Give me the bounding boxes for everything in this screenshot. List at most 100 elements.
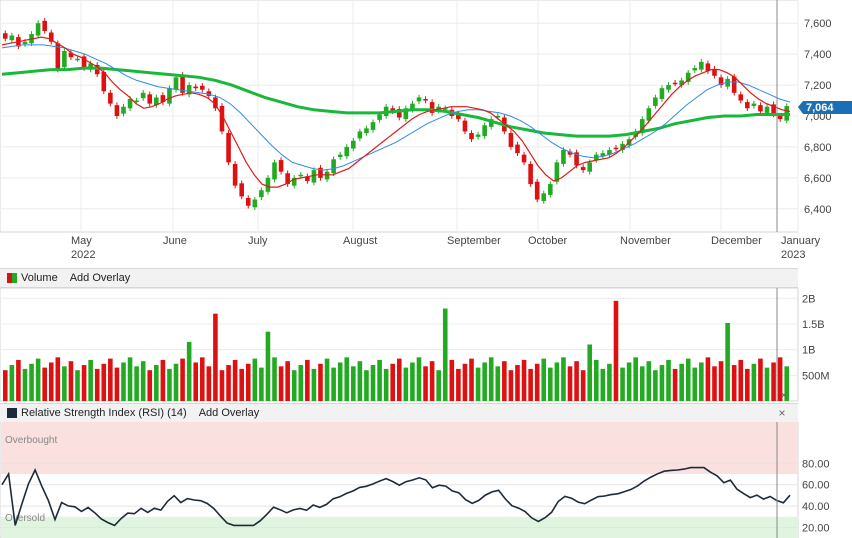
- candle-body: [521, 154, 527, 163]
- candle-body: [351, 140, 356, 149]
- price-y-tick: 6,600: [804, 173, 832, 185]
- volume-bar: [554, 362, 560, 401]
- volume-y-tick: 500M: [802, 370, 830, 382]
- volume-bar: [436, 370, 441, 401]
- candle-body: [55, 43, 61, 70]
- rsi-y-tick: 40.00: [802, 501, 830, 513]
- candle-body: [186, 85, 192, 95]
- candle-body: [364, 128, 369, 134]
- volume-bar: [692, 367, 698, 401]
- volume-bar: [508, 370, 514, 401]
- candle-body: [699, 61, 704, 70]
- candle-body: [534, 181, 540, 200]
- volume-bar: [390, 363, 396, 401]
- volume-bar: [285, 361, 290, 401]
- rsi-panel[interactable]: Overbought Oversold 20.00 40.00 60.00 80.00: [0, 422, 852, 538]
- candle-body: [725, 78, 730, 87]
- volume-bar: [725, 322, 730, 401]
- volume-bar: [298, 365, 304, 401]
- volume-bar: [370, 365, 376, 401]
- candle-body: [731, 76, 737, 93]
- volume-bar: [305, 359, 310, 401]
- volume-bar: [672, 368, 678, 401]
- volume-legend-icon: [7, 273, 17, 283]
- volume-y-tick: 1B: [802, 345, 815, 357]
- price-x-tick: October: [528, 235, 567, 247]
- rsi-add-overlay-button[interactable]: Add Overlay: [198, 407, 260, 419]
- volume-bar: [324, 358, 330, 401]
- candle-body: [758, 105, 763, 112]
- candle-body: [88, 63, 93, 70]
- volume-panel-header: Volume Add Overlay: [0, 268, 798, 288]
- candle-body: [9, 35, 15, 41]
- volume-bar: [423, 366, 428, 401]
- candle-body: [199, 85, 205, 90]
- price-x-tick: December: [711, 235, 762, 247]
- price-x-tick: May: [71, 235, 92, 247]
- volume-bar: [364, 370, 369, 401]
- volume-bar: [600, 368, 606, 401]
- candle-body: [232, 163, 238, 186]
- volume-bar: [252, 358, 258, 401]
- candle-body: [548, 184, 553, 195]
- candle-body: [587, 162, 593, 172]
- volume-add-overlay-button[interactable]: Add Overlay: [69, 272, 131, 284]
- candle-body: [692, 68, 698, 71]
- volume-bar: [613, 300, 619, 401]
- candle-body: [646, 108, 652, 121]
- candle-body: [167, 88, 172, 104]
- candle-body: [114, 105, 120, 116]
- svg-text:7,064: 7,064: [806, 102, 834, 114]
- volume-bar: [626, 362, 632, 401]
- volume-bar: [574, 361, 579, 401]
- price-y-tick: 7,600: [804, 18, 832, 30]
- volume-bar: [318, 363, 323, 401]
- volume-bar: [377, 359, 382, 401]
- volume-bar: [758, 358, 763, 401]
- volume-bar: [22, 368, 28, 401]
- volume-bar: [9, 365, 15, 401]
- volume-bar: [351, 366, 356, 401]
- candle-body: [154, 97, 159, 106]
- volume-bar: [278, 366, 284, 401]
- candle-body: [35, 23, 41, 36]
- rsi-y-tick: 60.00: [802, 480, 830, 492]
- candle-body: [429, 102, 435, 113]
- volume-bar: [245, 363, 251, 401]
- volume-bar: [114, 367, 120, 401]
- candle-body: [311, 170, 317, 183]
- volume-bar: [502, 361, 507, 401]
- volume-bar: [265, 331, 271, 401]
- candle-body: [127, 98, 133, 109]
- candle-body: [305, 176, 310, 181]
- volume-bar: [193, 362, 199, 401]
- volume-bar: [784, 366, 790, 401]
- volume-bar: [646, 361, 652, 401]
- price-y-tick: 7,400: [804, 49, 832, 61]
- rsi-close-icon[interactable]: ×: [778, 406, 786, 420]
- volume-bar: [587, 344, 593, 401]
- overbought-band: [1, 422, 798, 474]
- volume-bar: [764, 367, 770, 401]
- candle-body: [42, 20, 47, 31]
- price-x-tick: September: [447, 235, 501, 247]
- volume-close-icon[interactable]: ×: [780, 388, 788, 402]
- volume-bar: [140, 361, 146, 401]
- candle-body: [495, 116, 501, 118]
- candle-body: [193, 86, 199, 89]
- volume-bar: [42, 367, 47, 401]
- volume-bar: [226, 365, 231, 401]
- volume-bar: [383, 368, 389, 401]
- volume-panel[interactable]: 500M 1B 1.5B 2B: [0, 288, 852, 402]
- volume-bar: [331, 367, 336, 401]
- candle-body: [173, 77, 179, 90]
- candle-body: [554, 162, 560, 182]
- volume-bar: [482, 362, 487, 401]
- candle-body: [751, 103, 757, 106]
- volume-bar: [712, 366, 717, 401]
- candle-body: [239, 183, 244, 197]
- volume-bar: [16, 359, 21, 401]
- volume-bar: [68, 361, 74, 401]
